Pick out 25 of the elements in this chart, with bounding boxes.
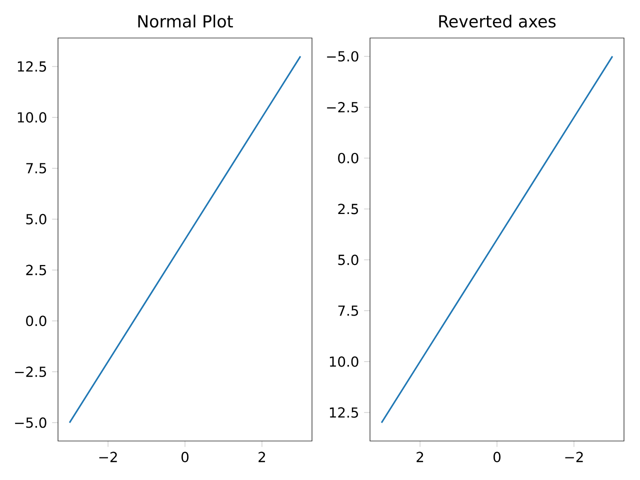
x-tick-label: 2	[416, 452, 424, 462]
y-tick-label: 12.5	[18, 61, 46, 72]
y-tick-label: 5.0	[26, 214, 46, 224]
y-tick-label: 10.0	[330, 356, 358, 367]
y-tick-label: 10.0	[18, 112, 46, 123]
y-tick-label: 7.5	[26, 163, 46, 174]
y-tick-label: −5.0	[327, 51, 358, 62]
x-tick-label: 0	[494, 452, 500, 462]
y-tick-label: 5.0	[338, 254, 358, 266]
y-tick-label: 7.5	[338, 306, 358, 316]
y-tick-label: −2.5	[327, 102, 358, 112]
x-tick-label: 2	[258, 452, 265, 462]
x-tick-label: 0	[182, 452, 188, 462]
chart-title: Reverted axes	[439, 14, 556, 28]
y-tick-label: 2.5	[338, 204, 358, 214]
y-tick-label: −2.5	[15, 366, 46, 378]
line-series	[380, 56, 614, 424]
chart-title: Normal Plot	[138, 14, 233, 28]
y-tick-label: 12.5	[330, 407, 358, 418]
x-tick-label: −2	[565, 452, 583, 462]
y-tick-label: 2.5	[26, 264, 46, 276]
y-tick-label: 0.0	[338, 152, 358, 164]
y-tick-label: 0.0	[26, 316, 46, 326]
y-tick-label: −5.0	[15, 417, 46, 428]
x-tick-label: −2	[99, 452, 117, 462]
